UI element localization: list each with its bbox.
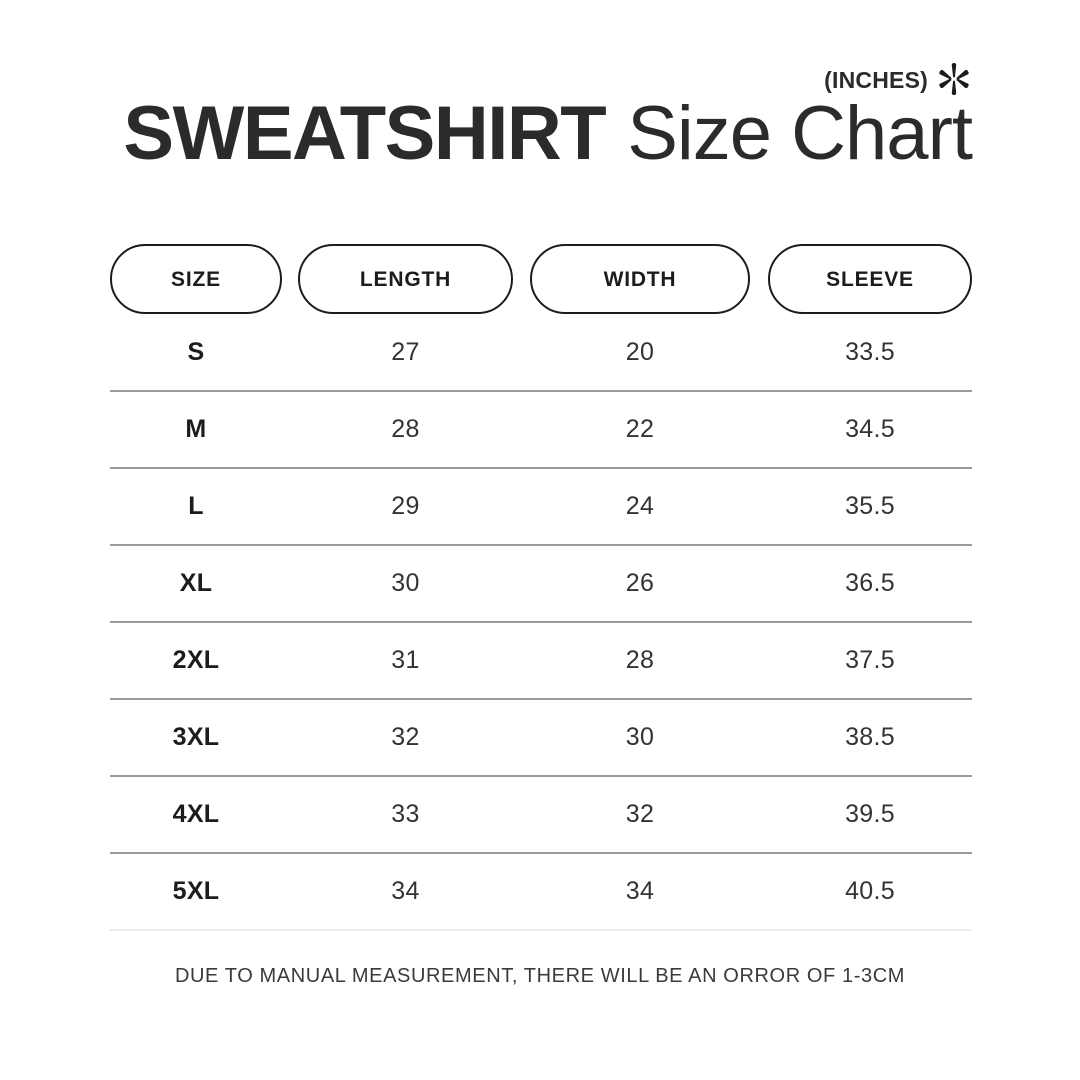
cell-width: 34 xyxy=(625,877,655,905)
cell-size: L xyxy=(188,492,204,520)
cell-size: 4XL xyxy=(172,800,220,828)
table-row: S 27 20 33.5 xyxy=(110,315,972,390)
title-suffix: Size Chart xyxy=(627,91,973,176)
asterisk-icon xyxy=(936,61,972,97)
cell-length: 27 xyxy=(391,338,420,366)
cell-sleeve: 37.5 xyxy=(845,646,895,674)
cell-length: 31 xyxy=(391,646,420,674)
cell-length: 32 xyxy=(391,723,420,751)
column-header-length-label: LENGTH xyxy=(359,267,452,291)
cell-width: 30 xyxy=(625,723,655,751)
row-divider xyxy=(110,852,972,854)
cell-width: 26 xyxy=(625,569,655,597)
cell-sleeve: 34.5 xyxy=(845,415,895,443)
cell-width: 20 xyxy=(625,338,655,366)
cell-length: 34 xyxy=(391,877,420,905)
column-header-size: SIZE xyxy=(110,244,282,314)
table-row: 3XL 32 30 38.5 xyxy=(110,700,972,775)
table-row: 4XL 33 32 39.5 xyxy=(110,777,972,852)
cell-width: 22 xyxy=(625,415,655,443)
cell-sleeve: 40.5 xyxy=(845,877,895,905)
measurement-note: DUE TO MANUAL MEASUREMENT, THERE WILL BE… xyxy=(174,965,906,987)
cell-size: 3XL xyxy=(172,723,220,751)
cell-length: 33 xyxy=(391,800,420,828)
cell-width: 28 xyxy=(625,646,655,674)
table-row: 2XL 31 28 37.5 xyxy=(110,623,972,698)
table-row: M 28 22 34.5 xyxy=(110,392,972,467)
cell-size: M xyxy=(185,415,207,443)
column-header-length: LENGTH xyxy=(298,244,513,314)
column-header-sleeve-label: SLEEVE xyxy=(826,267,914,291)
table-bottom-divider xyxy=(110,929,972,931)
row-divider xyxy=(110,621,972,623)
row-divider xyxy=(110,775,972,777)
cell-sleeve: 36.5 xyxy=(845,569,895,597)
table-header-row: SIZE LENGTH WIDTH SLEEVE xyxy=(110,243,972,315)
table-row: XL 30 26 36.5 xyxy=(110,546,972,621)
column-header-sleeve: SLEEVE xyxy=(768,244,972,314)
cell-size: 2XL xyxy=(172,646,220,674)
cell-sleeve: 38.5 xyxy=(845,723,895,751)
unit-indicator: (INCHES) xyxy=(824,62,972,98)
page-title: SWEATSHIRT Size Chart xyxy=(110,91,973,182)
cell-sleeve: 33.5 xyxy=(845,338,895,366)
table-row: L 29 24 35.5 xyxy=(110,469,972,544)
cell-sleeve: 39.5 xyxy=(845,800,895,828)
cell-length: 30 xyxy=(391,569,420,597)
cell-width: 24 xyxy=(625,492,655,520)
cell-length: 29 xyxy=(391,492,420,520)
column-header-width-label: WIDTH xyxy=(603,267,677,291)
unit-label: (INCHES) xyxy=(824,66,928,93)
size-chart-table: SIZE LENGTH WIDTH SLEEVE S 27 20 33.5 M … xyxy=(110,243,972,931)
row-divider xyxy=(110,390,972,392)
cell-size: XL xyxy=(179,569,213,597)
cell-length: 28 xyxy=(391,415,420,443)
cell-size: S xyxy=(187,338,205,366)
row-divider xyxy=(110,467,972,469)
title-product: SWEATSHIRT xyxy=(123,91,606,176)
column-header-size-label: SIZE xyxy=(171,267,221,291)
cell-sleeve: 35.5 xyxy=(845,492,895,520)
table-row: 5XL 34 34 40.5 xyxy=(110,854,972,929)
row-divider xyxy=(110,698,972,700)
cell-width: 32 xyxy=(625,800,655,828)
row-divider xyxy=(110,544,972,546)
cell-size: 5XL xyxy=(172,877,220,905)
column-header-width: WIDTH xyxy=(530,244,750,314)
